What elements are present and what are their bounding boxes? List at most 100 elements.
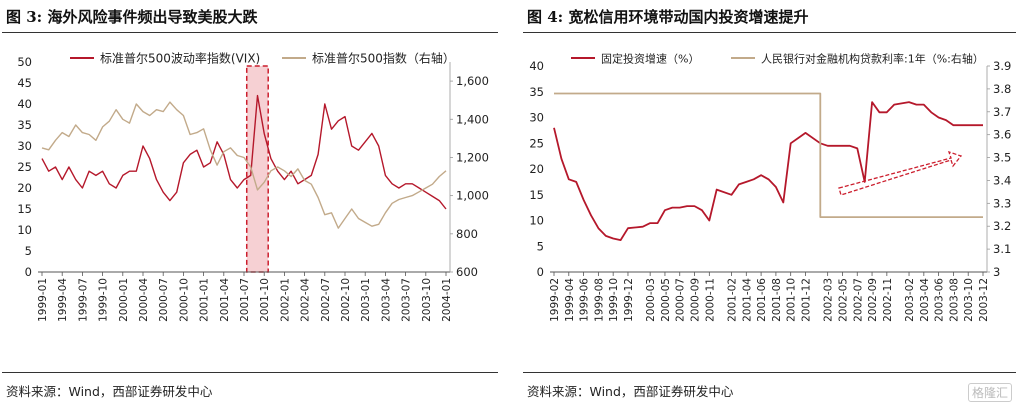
chart0-ytick-left: 30 — [17, 139, 32, 153]
chart1-xtick-label: 1999-10 — [608, 278, 620, 322]
figure-4-panel: 图 4: 宽松信用环境带动国内投资增速提升 0 5 10 15 20 25 30 35 40 3 3… — [521, 0, 1018, 406]
chart0-ytick-left: 45 — [17, 76, 32, 90]
chart1-xtick-label: 2000-05 — [660, 278, 672, 322]
chart0-xtick-label: 1999-07 — [77, 278, 89, 322]
chart1-xtick-label: 2001-02 — [727, 278, 739, 322]
chart1-ytick-right: 3.5 — [993, 151, 1011, 165]
chart1-xtick-label: 2001-12 — [800, 278, 812, 322]
chart0-ytick-right: 1,400 — [456, 112, 489, 126]
chart0-xtick-label: 2000-10 — [178, 278, 190, 322]
chart0-ytick-left: 25 — [17, 160, 32, 174]
chart0-xtick-label: 2002-10 — [340, 278, 352, 322]
chart0-xtick-label: 2003-07 — [401, 278, 413, 322]
figure-3-title-text: 海外风险事件频出导致美股大跌 — [47, 8, 258, 26]
chart1-xtick-label: 2000-03 — [645, 278, 657, 322]
chart1-xtick-label: 1999-02 — [549, 278, 561, 322]
chart0-xtick-label: 2000-07 — [158, 278, 170, 322]
chart1-legend-label-1: 固定投资增速（%） — [601, 52, 699, 66]
chart0-xtick-label: 1999-01 — [37, 278, 49, 322]
chart0-xtick-label: 2002-01 — [279, 278, 291, 322]
chart1-xtick-label: 2003-08 — [948, 278, 960, 322]
vix-sp500-chart: 0 5 10 15 20 25 30 35 40 45 50 600 800 1,000 1,200 1,40… — [17, 51, 489, 322]
figure-3-top-rule — [2, 32, 498, 33]
chart0-xtick-label: 2000-04 — [138, 278, 150, 322]
chart0-ytick-left: 50 — [17, 55, 32, 69]
chart0-ytick-right: 1,600 — [456, 74, 489, 88]
chart1-ytick-right: 3.7 — [993, 105, 1011, 119]
figure-4-bottom-rule — [523, 372, 1016, 373]
chart0-series-line-2 — [41, 101, 447, 229]
chart1-xtick-label: 2003-10 — [963, 278, 975, 322]
chart1-ytick-left: 5 — [537, 239, 544, 253]
chart1-xtick-label: 1999-08 — [593, 278, 605, 322]
chart1-xtick-label: 1999-04 — [564, 278, 576, 322]
figure-4-top-rule — [523, 32, 1016, 33]
figure-3-panel: 图 3: 海外风险事件频出导致美股大跌 0 5 10 15 20 25 30 35 40 45 50… — [0, 0, 500, 406]
chart1-xtick-label: 2001-10 — [786, 278, 798, 322]
chart1-ytick-right: 3.6 — [993, 128, 1011, 142]
chart1-xtick-label: 2000-11 — [704, 278, 716, 322]
chart0-xtick-label: 2001-01 — [199, 278, 211, 322]
chart0-ytick-left: 5 — [25, 244, 32, 258]
chart1-xtick-label: 2001-04 — [741, 278, 753, 322]
chart1-trend-arrow-icon — [838, 150, 963, 196]
chart1-ytick-left: 25 — [529, 136, 544, 150]
chart0-xtick-label: 2001-04 — [219, 278, 231, 322]
chart0-ytick-left: 10 — [17, 223, 32, 237]
chart1-xtick-label: 2002-09 — [867, 278, 879, 322]
chart0-legend-label-2: 标准普尔500指数（右轴） — [312, 51, 455, 66]
chart1-xtick-label: 2003-02 — [904, 278, 916, 322]
chart0-ytick-right: 1,200 — [456, 150, 489, 164]
chart1-xtick-label: 2002-05 — [837, 278, 849, 322]
watermark-logo: 格隆汇 — [967, 383, 1012, 402]
chart1-ytick-left: 40 — [529, 59, 544, 73]
chart1-ytick-left: 0 — [537, 265, 544, 279]
chart0-ytick-left: 40 — [17, 97, 32, 111]
chart0-xtick-label: 1999-04 — [57, 278, 69, 322]
chart1-ytick-right: 3.4 — [993, 173, 1011, 187]
chart1-xtick-label: 2003-06 — [934, 278, 946, 322]
chart1-xtick-label: 1999-06 — [579, 278, 591, 322]
figure-3-bottom-rule — [2, 372, 498, 373]
chart0-ytick-right: 800 — [456, 227, 478, 241]
chart1-xtick-label: 2000-09 — [690, 278, 702, 322]
figure-4-title: 图 4: 宽松信用环境带动国内投资增速提升 — [527, 6, 808, 27]
chart1-ytick-left: 10 — [529, 214, 544, 228]
figure-4-label: 图 4: — [527, 8, 564, 26]
chart1-xtick-label: 2003-04 — [919, 278, 931, 322]
figure-4-source: 资料来源：Wind，西部证券研发中心 — [527, 384, 734, 399]
chart0-ytick-left: 15 — [17, 202, 32, 216]
chart0-xtick-label: 2000-01 — [118, 278, 130, 322]
chart1-ytick-right: 3.1 — [993, 242, 1011, 256]
chart0-xtick-label: 1999-10 — [98, 278, 110, 322]
figure-3-label: 图 3: — [6, 8, 43, 26]
chart0-xtick-label: 2004-01 — [441, 278, 453, 322]
chart1-xtick-label: 1999-12 — [623, 278, 635, 322]
chart1-xtick-label: 2000-07 — [675, 278, 687, 322]
chart1-ytick-right: 3.2 — [993, 219, 1011, 233]
chart0-legend-label-1: 标准普尔500波动率指数(VIX) — [100, 51, 260, 66]
chart1-ytick-left: 20 — [529, 162, 544, 176]
chart1-ytick-left: 15 — [529, 188, 544, 202]
chart1-ytick-right: 3.9 — [993, 59, 1011, 73]
chart0-ytick-right: 1,000 — [456, 189, 489, 203]
chart1-xtick-label: 2003-12 — [978, 278, 990, 322]
chart1-xtick-label: 2002-11 — [882, 278, 894, 322]
chart1-ytick-right: 3.3 — [993, 196, 1011, 210]
chart0-ytick-right: 600 — [456, 265, 478, 279]
chart0-ytick-left: 0 — [25, 265, 32, 279]
chart1-ytick-left: 30 — [529, 111, 544, 125]
chart0-series-line-1 — [41, 94, 447, 210]
chart0-xtick-label: 2003-04 — [380, 278, 392, 322]
figure-3-title: 图 3: 海外风险事件频出导致美股大跌 — [6, 6, 257, 27]
chart1-series-line-2 — [554, 92, 983, 218]
chart0-ytick-left: 35 — [17, 118, 32, 132]
chart0-xtick-label: 2002-04 — [300, 278, 312, 322]
chart0-ytick-left: 20 — [17, 181, 32, 195]
chart1-xtick-label: 2001-06 — [756, 278, 768, 322]
chart0-xtick-label: 2002-07 — [320, 278, 332, 322]
chart1-xtick-label: 2002-03 — [823, 278, 835, 322]
figure-3-source: 资料来源：Wind，西部证券研发中心 — [6, 384, 213, 399]
chart1-xtick-label: 2002-07 — [852, 278, 864, 322]
chart1-ytick-left: 35 — [529, 85, 544, 99]
